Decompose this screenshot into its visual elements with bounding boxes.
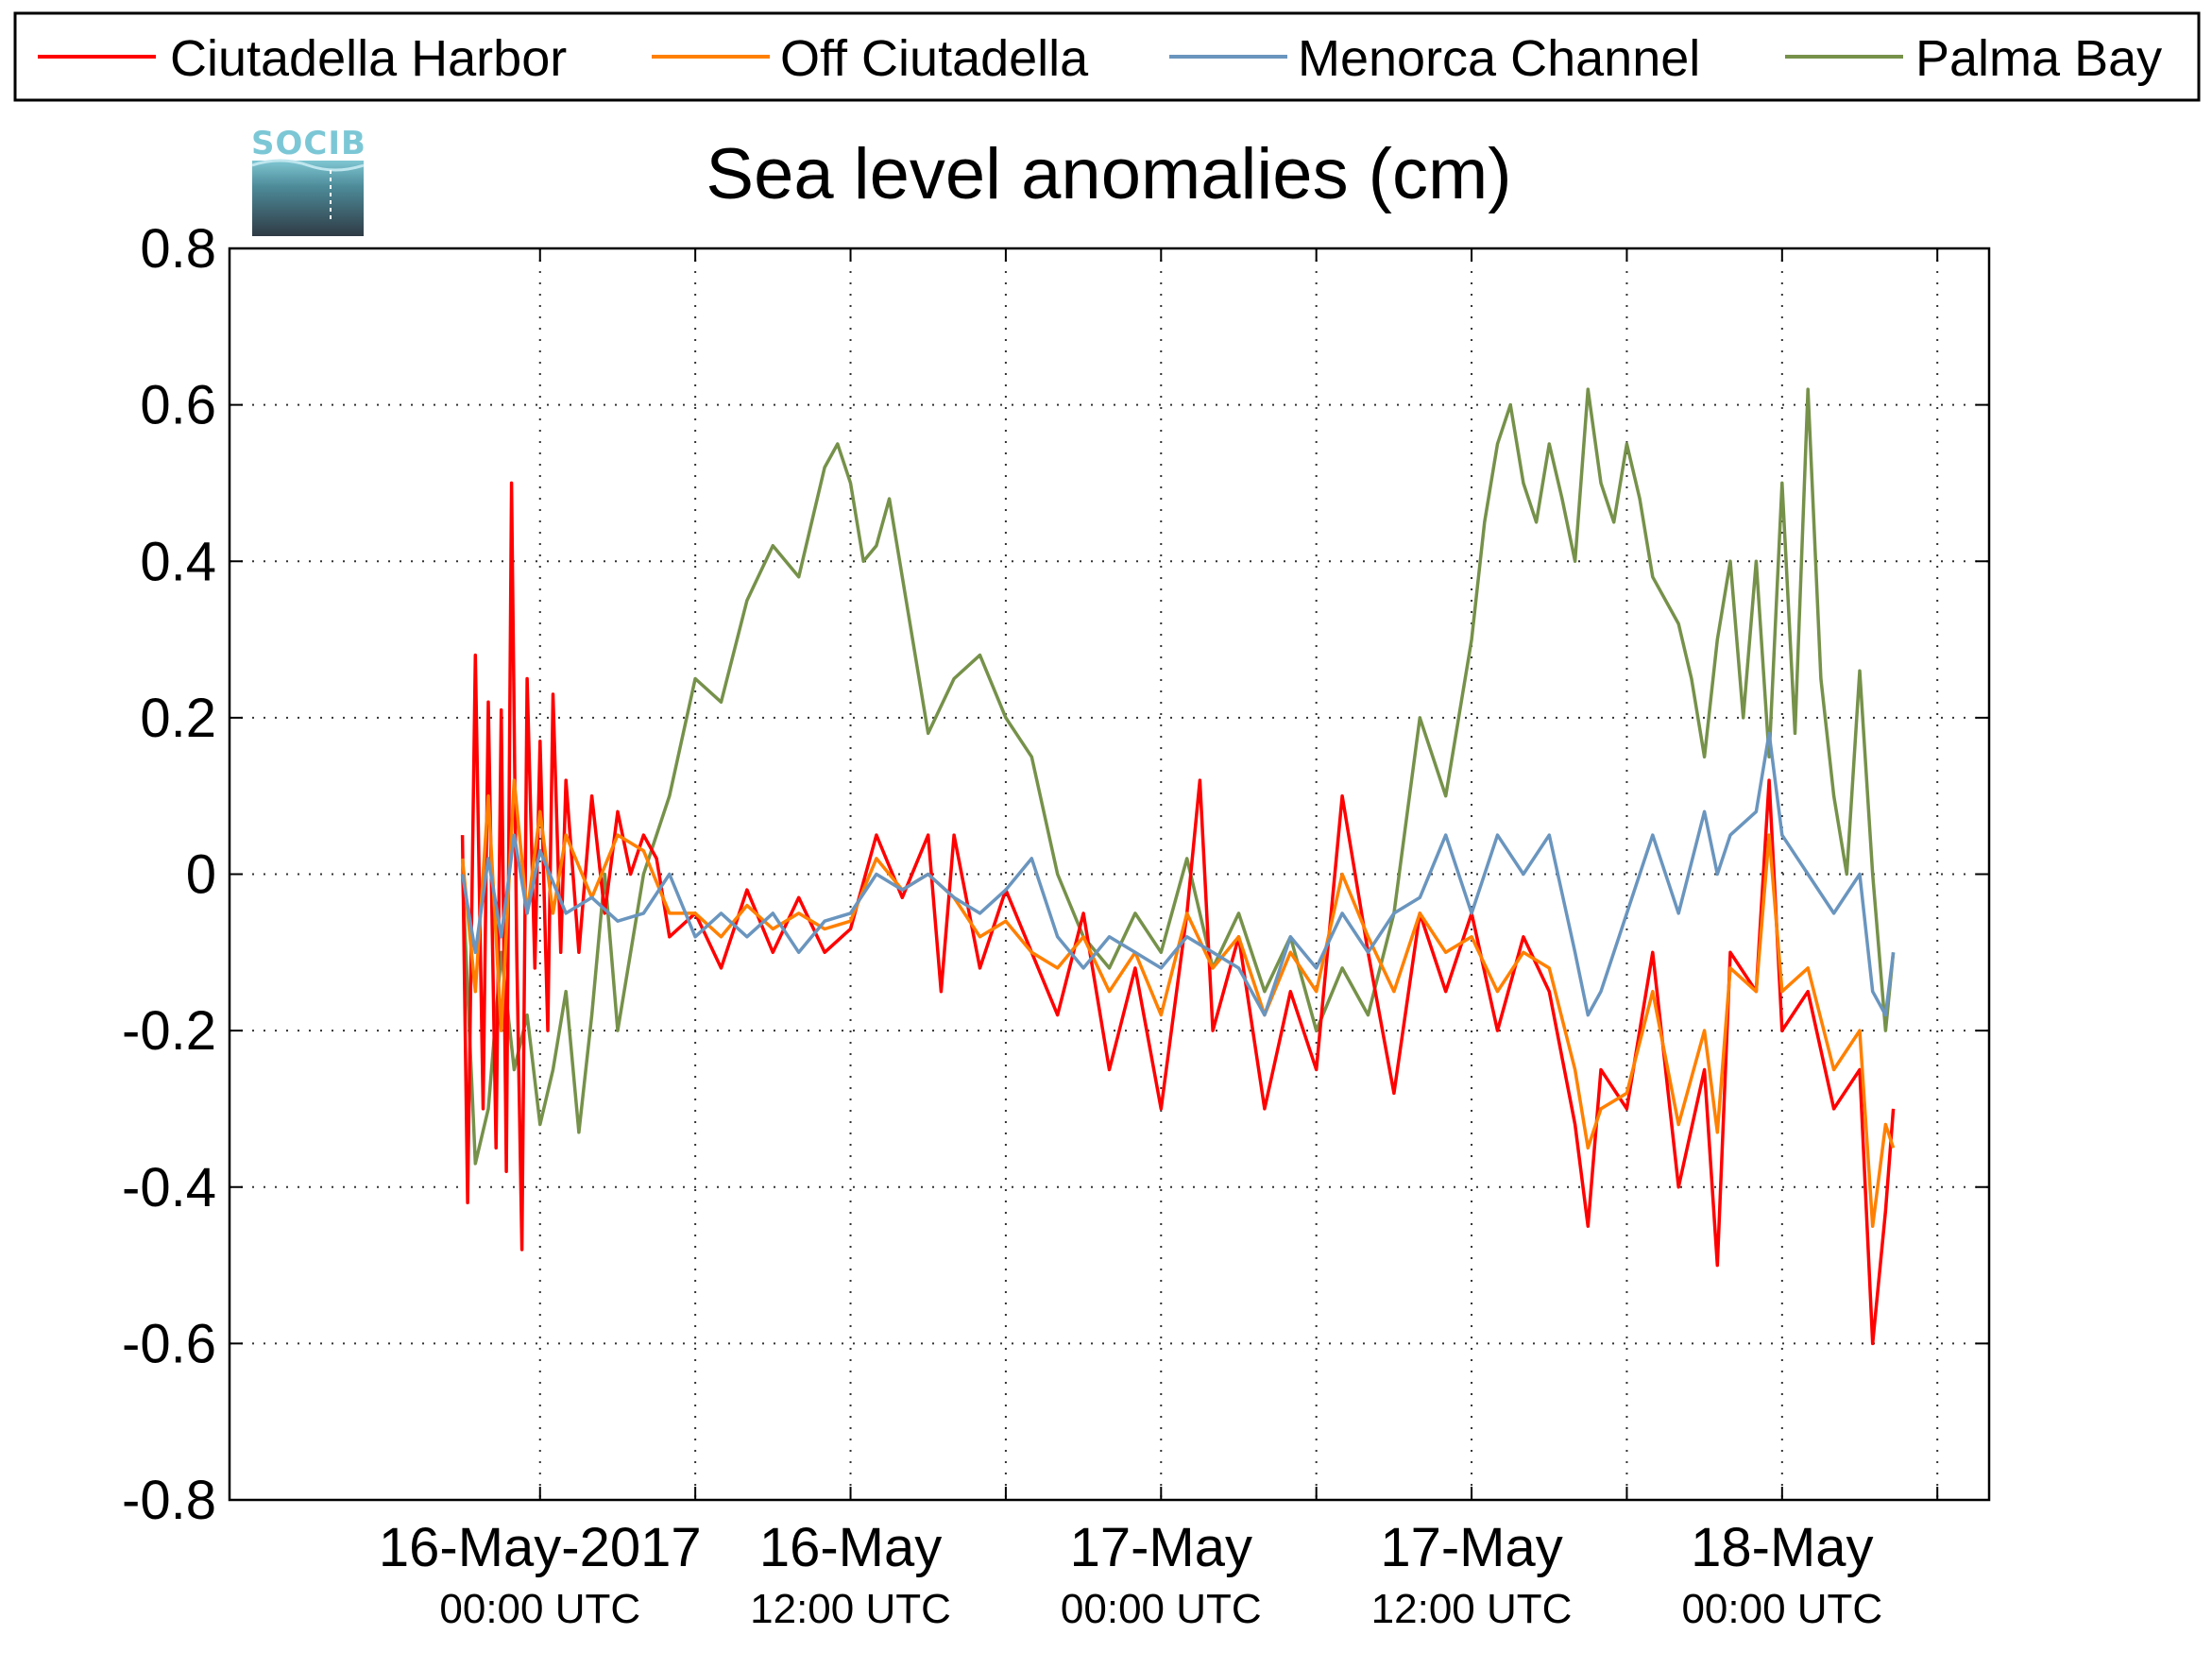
x-tick-label: 16-May (759, 1517, 942, 1578)
legend: Ciutadella Harbor Off Ciutadella Menorca… (13, 11, 2201, 102)
series-line-ciutadella-harbor (460, 481, 1896, 1346)
y-tick-label: -0.4 (122, 1157, 216, 1218)
x-tick-sublabel: 00:00 UTC (439, 1586, 640, 1632)
y-tick-label: 0.6 (140, 375, 216, 436)
y-tick-label: -0.6 (122, 1313, 216, 1374)
ticks (230, 247, 1989, 1501)
series-line-menorca-channel (460, 731, 1896, 1017)
x-axis-labels: 16-May-2017 00:00 UTC 16-May 12:00 UTC 17-Ma… (379, 1517, 1882, 1632)
y-tick-label: -0.2 (122, 1000, 216, 1062)
series-line-palma-bay (460, 387, 1896, 1166)
x-tick-label: 17-May (1070, 1517, 1252, 1578)
x-tick-label: 17-May (1380, 1517, 1562, 1578)
chart-title: Sea level anomalies (cm) (706, 134, 1511, 214)
grid (230, 248, 1989, 1500)
y-tick-label: 0 (186, 844, 216, 906)
y-tick-label: -0.8 (122, 1470, 216, 1531)
socib-logo: SOCIB (251, 125, 366, 236)
x-tick-sublabel: 12:00 UTC (1371, 1586, 1573, 1632)
x-tick-sublabel: 00:00 UTC (1681, 1586, 1882, 1632)
x-tick-label: 18-May (1691, 1517, 1873, 1578)
y-tick-label: 0.8 (140, 218, 216, 280)
y-tick-label: 0.2 (140, 688, 216, 749)
y-tick-label: 0.4 (140, 531, 216, 592)
legend-label-off-ciutadella: Off Ciutadella (780, 30, 1089, 87)
legend-label-ciutadella-harbor: Ciutadella Harbor (170, 30, 567, 87)
series-lines (460, 387, 1896, 1346)
legend-label-menorca-channel: Menorca Channel (1298, 30, 1700, 87)
x-tick-label: 16-May-2017 (379, 1517, 702, 1578)
socib-logo-block (252, 161, 364, 236)
socib-logo-text: SOCIB (251, 125, 366, 162)
x-tick-sublabel: 12:00 UTC (750, 1586, 951, 1632)
series-line-off-ciutadella (460, 778, 1896, 1228)
socib-logo-wave (251, 159, 365, 172)
y-axis-labels: 0.8 0.6 0.4 0.2 0 -0.2 -0.4 -0.6 -0.8 (122, 218, 216, 1531)
legend-label-palma-bay: Palma Bay (1915, 30, 2162, 87)
x-tick-sublabel: 00:00 UTC (1061, 1586, 1262, 1632)
